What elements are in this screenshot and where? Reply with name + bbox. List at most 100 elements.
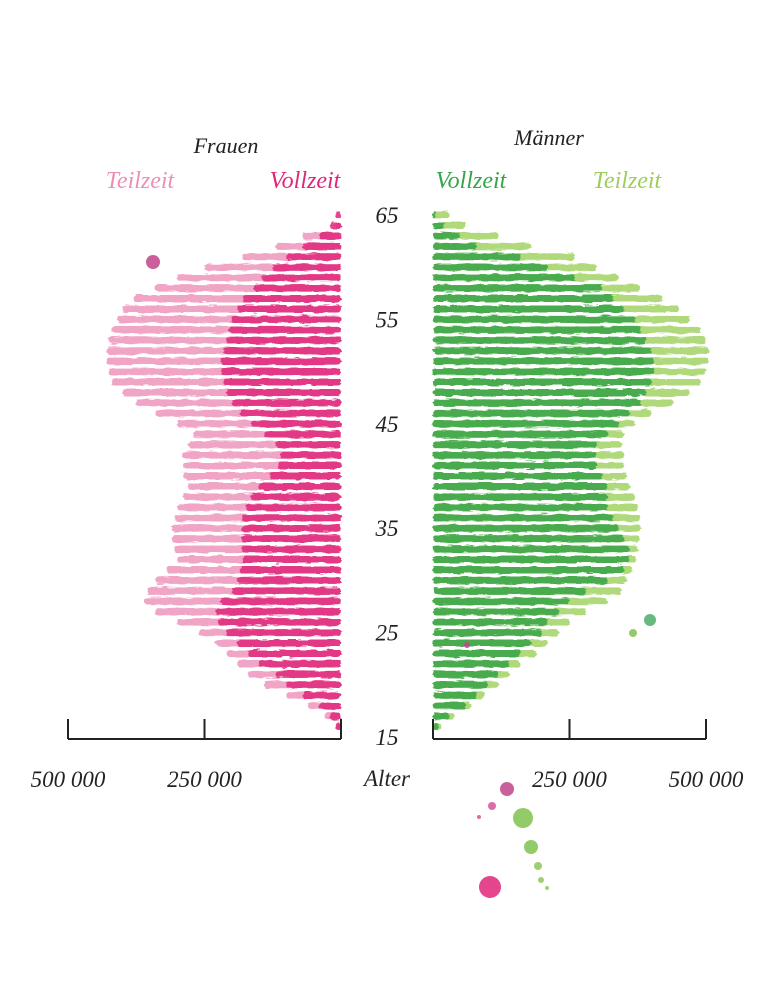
bar-men-vollzeit — [433, 608, 559, 616]
x-tick-label: 250 000 — [167, 767, 242, 792]
women-bars — [106, 211, 342, 731]
bar-men-vollzeit — [433, 535, 625, 543]
bar-men-vollzeit — [433, 357, 655, 365]
splatter-dot — [488, 802, 496, 810]
bar-men-vollzeit — [433, 295, 614, 303]
bar-men-vollzeit — [433, 315, 636, 323]
bar-women-vollzeit — [242, 295, 341, 303]
bar-men-vollzeit — [433, 545, 630, 553]
bar-women-vollzeit — [330, 712, 341, 720]
age-tick-label: 15 — [376, 725, 399, 750]
bar-men-vollzeit — [433, 493, 608, 501]
bar-women-vollzeit — [286, 681, 341, 689]
bar-men-vollzeit — [433, 305, 625, 313]
bar-women-vollzeit — [245, 503, 341, 511]
bar-women-vollzeit — [272, 263, 341, 271]
bar-men-teilzeit — [433, 211, 450, 219]
bar-men-vollzeit — [433, 378, 652, 386]
bar-women-vollzeit — [275, 670, 341, 678]
bar-men-vollzeit — [433, 576, 608, 584]
splatter-dot — [629, 629, 637, 637]
bar-men-vollzeit — [433, 629, 543, 637]
bar-women-vollzeit — [242, 514, 341, 522]
bar-men-vollzeit — [433, 556, 630, 564]
bar-men-vollzeit — [433, 660, 510, 668]
legend-men-part: Teilzeit — [593, 168, 663, 194]
bar-men-vollzeit — [433, 388, 646, 396]
bar-women-vollzeit — [264, 430, 341, 438]
bar-women-vollzeit — [220, 597, 341, 605]
bar-women-vollzeit — [280, 451, 341, 459]
bar-women-vollzeit — [237, 305, 341, 313]
bar-women-vollzeit — [286, 253, 341, 261]
bar-women-vollzeit — [239, 409, 341, 417]
bar-men-vollzeit — [433, 514, 614, 522]
bar-men-vollzeit — [433, 211, 436, 219]
bar-men-vollzeit — [433, 336, 646, 344]
panel-title-women: Frauen — [193, 133, 259, 158]
bar-women-vollzeit — [218, 618, 341, 626]
bar-men-vollzeit — [433, 253, 521, 261]
bar-men-vollzeit — [433, 242, 477, 250]
age-tick-labels: 15 25 35 45 55 65 — [375, 203, 399, 750]
x-axis-label: Alter — [362, 766, 411, 791]
bar-men-vollzeit — [433, 503, 608, 511]
splatter-dot — [500, 782, 514, 796]
bar-women-vollzeit — [226, 629, 341, 637]
bar-men-vollzeit — [433, 399, 641, 407]
bar-men-vollzeit — [433, 409, 630, 417]
bar-men-vollzeit — [433, 441, 597, 449]
bar-women-vollzeit — [250, 493, 341, 501]
splatter-dot — [479, 876, 501, 898]
bar-women-vollzeit — [239, 566, 341, 574]
bar-women-vollzeit — [237, 576, 341, 584]
splatter-dot — [513, 808, 533, 828]
bar-men-vollzeit — [433, 723, 439, 731]
bar-women-vollzeit — [220, 368, 341, 376]
bar-men-vollzeit — [433, 681, 488, 689]
bar-women-vollzeit — [259, 482, 341, 490]
bar-women-vollzeit — [229, 326, 341, 334]
bar-women-vollzeit — [237, 639, 341, 647]
bar-women-vollzeit — [253, 284, 341, 292]
x-axes: 250 000 500 000 250 000 500 000 — [31, 719, 744, 792]
splatter-dot — [644, 614, 656, 626]
bar-men-vollzeit — [433, 232, 461, 240]
x-tick-label: 500 000 — [669, 767, 744, 792]
paint-splatters — [146, 255, 656, 898]
bar-men-vollzeit — [433, 618, 548, 626]
bar-women-vollzeit — [241, 545, 341, 553]
bar-women-vollzeit — [231, 315, 341, 323]
bar-men-vollzeit — [433, 597, 570, 605]
bar-men-vollzeit — [433, 284, 603, 292]
bar-women-vollzeit — [275, 441, 341, 449]
bar-women-vollzeit — [302, 242, 341, 250]
bar-men-vollzeit — [433, 263, 548, 271]
x-tick-label: 500 000 — [31, 767, 106, 792]
splatter-dot — [524, 840, 538, 854]
legend-women-part: Teilzeit — [106, 168, 176, 194]
bar-women-vollzeit — [302, 691, 341, 699]
bar-women-vollzeit — [250, 420, 341, 428]
bar-men-vollzeit — [433, 368, 655, 376]
legend-men-full: Vollzeit — [436, 168, 508, 194]
bar-women-vollzeit — [231, 399, 341, 407]
bar-men-vollzeit — [433, 472, 603, 480]
bar-women-vollzeit — [223, 347, 341, 355]
bar-women-vollzeit — [241, 524, 341, 532]
bar-women-vollzeit — [226, 336, 341, 344]
bar-men-vollzeit — [433, 712, 450, 720]
bar-women-vollzeit — [259, 660, 341, 668]
bar-men-vollzeit — [433, 221, 444, 229]
splatter-dot — [146, 255, 160, 269]
bar-women-vollzeit — [231, 587, 341, 595]
bar-women-vollzeit — [226, 388, 341, 396]
bar-women-vollzeit — [319, 702, 341, 710]
splatter-dot — [538, 877, 544, 883]
bar-men-vollzeit — [433, 587, 586, 595]
bar-men-vollzeit — [433, 430, 608, 438]
bar-women-vollzeit — [270, 472, 341, 480]
x-tick-label: 250 000 — [532, 767, 607, 792]
splatter-dot — [545, 886, 549, 890]
